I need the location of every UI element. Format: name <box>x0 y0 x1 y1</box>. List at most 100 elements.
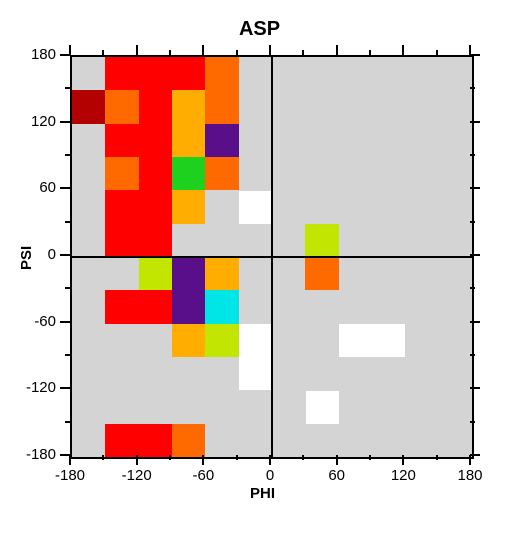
x-tick <box>369 455 371 460</box>
heatmap-cell <box>272 190 306 224</box>
y-tick-label: -60 <box>18 313 56 330</box>
heatmap-cell <box>305 124 339 158</box>
heatmap-cell <box>205 357 239 391</box>
x-tick <box>202 45 204 55</box>
heatmap-cell <box>372 157 406 191</box>
y-tick <box>470 387 480 389</box>
phi-zero-line <box>271 57 273 457</box>
y-tick <box>470 121 480 123</box>
heatmap-cell <box>239 90 273 124</box>
y-tick-label: 60 <box>18 179 56 196</box>
y-tick <box>470 87 475 89</box>
heatmap-cell <box>239 157 273 191</box>
heatmap-cell <box>439 90 473 124</box>
y-tick <box>470 54 480 56</box>
heatmap-cell <box>305 57 339 91</box>
heatmap-cell <box>205 324 239 358</box>
heatmap-cell <box>105 124 139 158</box>
heatmap-cell <box>405 390 439 424</box>
x-tick <box>136 455 138 465</box>
heatmap-cell <box>305 190 339 224</box>
y-tick <box>65 221 70 223</box>
y-tick <box>470 421 475 423</box>
x-tick <box>302 455 304 460</box>
heatmap-cell <box>405 190 439 224</box>
heatmap-cell <box>339 390 373 424</box>
heatmap-cell <box>272 324 306 358</box>
heatmap-cell <box>272 224 306 258</box>
heatmap-cell <box>439 157 473 191</box>
heatmap-cell <box>72 157 106 191</box>
heatmap-cell <box>305 224 339 258</box>
heatmap-cell <box>372 290 406 324</box>
x-tick <box>236 455 238 460</box>
heatmap-cell <box>72 290 106 324</box>
heatmap-cell <box>439 390 473 424</box>
heatmap-cell <box>272 357 306 391</box>
heatmap-cell <box>205 224 239 258</box>
heatmap-cell <box>239 390 273 424</box>
heatmap-cell <box>405 424 439 458</box>
heatmap-cell <box>305 357 339 391</box>
heatmap-cell <box>105 357 139 391</box>
heatmap-cell <box>372 257 406 291</box>
heatmap-cell <box>339 124 373 158</box>
heatmap-cell <box>372 357 406 391</box>
x-tick <box>236 50 238 55</box>
heatmap-cell <box>372 224 406 258</box>
y-tick-label: 0 <box>18 246 56 263</box>
y-tick <box>60 54 70 56</box>
heatmap-cell <box>339 157 373 191</box>
y-tick <box>65 354 70 356</box>
heatmap-cell <box>105 390 139 424</box>
heatmap-cell <box>305 290 339 324</box>
heatmap-cell <box>272 390 306 424</box>
heatmap-cell <box>139 224 173 258</box>
heatmap-cell <box>339 424 373 458</box>
x-tick <box>102 50 104 55</box>
heatmap-cell <box>239 290 273 324</box>
y-tick <box>65 87 70 89</box>
heatmap-cell <box>139 324 173 358</box>
heatmap-cell <box>172 357 206 391</box>
heatmap-cell <box>305 90 339 124</box>
heatmap-cell <box>439 224 473 258</box>
heatmap-cell <box>272 290 306 324</box>
heatmap-cell <box>105 90 139 124</box>
heatmap-cell <box>405 290 439 324</box>
heatmap-cell <box>172 424 206 458</box>
heatmap-cell <box>239 57 273 91</box>
y-tick <box>470 187 480 189</box>
chart-title: ASP <box>0 18 519 41</box>
heatmap-cell <box>72 357 106 391</box>
heatmap-cell <box>105 290 139 324</box>
heatmap-cell <box>139 357 173 391</box>
heatmap-cell <box>405 57 439 91</box>
x-tick-label: 120 <box>383 467 423 484</box>
heatmap-cell <box>139 90 173 124</box>
heatmap-cell <box>372 390 406 424</box>
heatmap-cell <box>372 190 406 224</box>
heatmap-cell <box>205 57 239 91</box>
heatmap-cell <box>339 90 373 124</box>
heatmap-cell <box>72 257 106 291</box>
ramachandran-chart: ASP PHI PSI -180-120-60060120180-180-120… <box>0 0 519 549</box>
x-tick <box>402 45 404 55</box>
x-tick <box>269 45 271 55</box>
x-tick <box>136 45 138 55</box>
heatmap-cell <box>172 257 206 291</box>
heatmap-cell <box>139 157 173 191</box>
x-tick <box>436 50 438 55</box>
heatmap-cell <box>172 324 206 358</box>
y-tick <box>60 187 70 189</box>
heatmap-cell <box>105 424 139 458</box>
x-tick <box>169 50 171 55</box>
x-tick-label: -120 <box>117 467 157 484</box>
heatmap-cell <box>272 157 306 191</box>
x-tick <box>336 455 338 465</box>
heatmap-cell <box>172 157 206 191</box>
heatmap-cell <box>205 290 239 324</box>
heatmap-cell <box>339 357 373 391</box>
heatmap-cell <box>405 324 439 358</box>
heatmap-cell <box>139 424 173 458</box>
